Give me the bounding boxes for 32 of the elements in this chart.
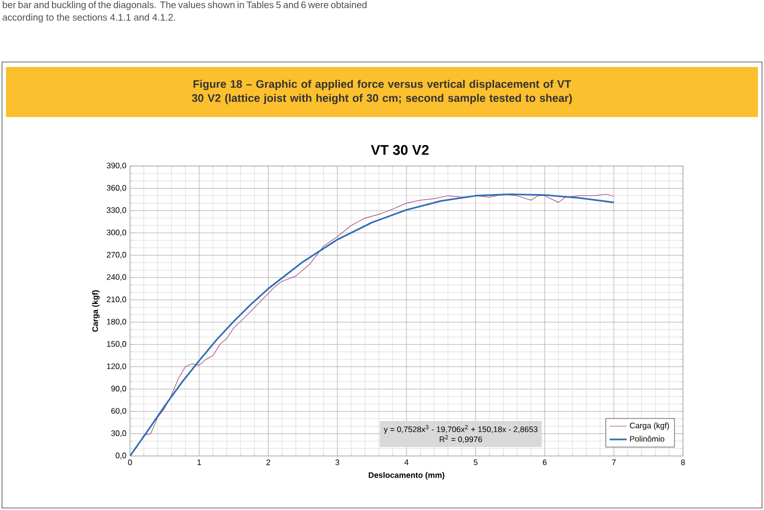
- y-tick-label: 300,0: [106, 230, 126, 236]
- x-tick-label: 6: [542, 460, 547, 466]
- x-tick-label: 7: [612, 460, 616, 466]
- y-tick-label: 360,0: [106, 185, 126, 192]
- legend-label: Polinômio: [630, 436, 664, 442]
- y-tick-label: 180,0: [107, 318, 126, 326]
- chart-title: Figure 18 – Graphic of applied force versus vertical displacement of VT 30 V2 (lattice joist with height of 30 cm; second sample tested to shear): [192, 80, 572, 104]
- y-tick-label: 240,0: [106, 274, 126, 281]
- y-tick-label: 0,0: [116, 452, 126, 460]
- x-tick-label: 4: [404, 460, 408, 466]
- y-tick-label: 120,0: [107, 363, 126, 370]
- y-tick-label: 330,0: [106, 207, 126, 214]
- text: ber bar and buckling of the diagonals. The values shown in Tables 5 and 6 were obtained according to the sections 4.1.1 and 4.1.2.: [2, 1, 367, 23]
- y-tick-label: 90,0: [111, 386, 126, 392]
- x-tick-label: 8: [681, 460, 685, 466]
- y-axis-title: Carga (kgf): [92, 290, 100, 332]
- y-tick-label: 30,0: [111, 430, 126, 437]
- y-tick-label: 60,0: [111, 408, 126, 415]
- x-tick-label: 2: [266, 460, 270, 466]
- y-tick-label: 150,0: [107, 341, 126, 348]
- y-tick-label: 270,0: [106, 252, 126, 259]
- x-axis-title: Deslocamento (mm): [368, 472, 444, 480]
- x-tick-label: 0: [128, 460, 132, 466]
- x-tick-label: 5: [474, 460, 478, 466]
- y-tick-label: 390,0: [106, 162, 126, 170]
- legend-label: Carga (kgf): [630, 422, 669, 430]
- annotation: y = 0,7528x$^{3}$ - 19,706x$^{2}$ + 150,18x - 2,8653: [384, 425, 538, 434]
- x-tick-label: 3: [335, 460, 340, 466]
- chart-subtitle: VT 30 V2: [370, 145, 429, 155]
- x-tick-label: 1: [198, 460, 201, 466]
- annotation: R$^{2}$ = 0,9976: [440, 435, 482, 444]
- y-tick-label: 210,0: [106, 296, 126, 304]
